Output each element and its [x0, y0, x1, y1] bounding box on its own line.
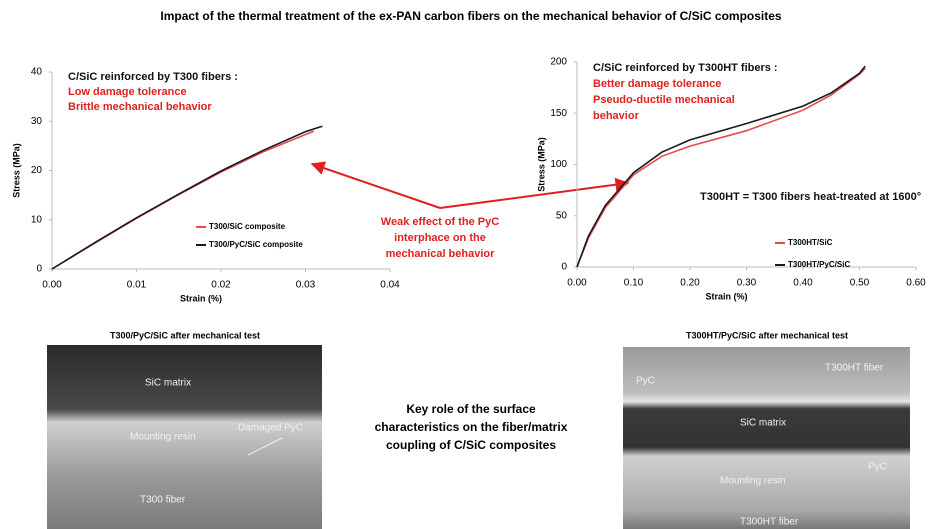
- annotation: C/SiC reinforced by T300 fibers :: [68, 71, 238, 83]
- y-tick-label: 10: [31, 214, 43, 225]
- x-tick-label: 0.50: [850, 278, 870, 289]
- image-label: Mounting resin: [720, 476, 786, 487]
- arrow: [439, 177, 630, 209]
- x-tick-label: 0.03: [296, 280, 316, 291]
- annotation: Low damage tolerance: [68, 86, 187, 98]
- legend-label: T300HT/SiC: [788, 238, 833, 247]
- center-note: mechanical behavior: [386, 248, 496, 260]
- y-tick-label: 0: [561, 262, 567, 273]
- annotation: Pseudo-ductile mechanical: [593, 94, 735, 106]
- x-tick-label: 0.00: [42, 280, 62, 291]
- pointer: [247, 437, 283, 456]
- annotation: behavior: [593, 110, 640, 122]
- x-tick-label: 0.02: [211, 280, 231, 291]
- annotation: Better damage tolerance: [593, 78, 721, 90]
- image-caption: T300HT/PyC/SiC after mechanical test: [686, 330, 848, 340]
- x-tick-label: 0.30: [737, 278, 757, 289]
- x-tick-label: 0.01: [127, 280, 147, 291]
- y-tick-label: 150: [550, 108, 567, 119]
- y-tick-label: 100: [550, 159, 567, 170]
- y-tick-label: 20: [31, 165, 43, 176]
- micrograph: [47, 345, 322, 529]
- image-label: T300HT fiber: [825, 363, 884, 374]
- slide-title: Impact of the thermal treatment of the e…: [160, 9, 782, 23]
- center-note: interphace on the: [394, 232, 486, 244]
- x-tick-label: 0.00: [567, 278, 587, 289]
- image-label: Mounting resin: [130, 432, 196, 443]
- y-axis-label: Stress (MPa): [536, 137, 546, 192]
- image-label: T300HT fiber: [740, 517, 799, 528]
- key-note: coupling of C/SiC composites: [386, 438, 556, 452]
- image-label: PyC: [636, 376, 655, 387]
- data-line: [576, 65, 866, 268]
- data-line: [576, 67, 866, 268]
- x-tick-label: 0.60: [906, 278, 926, 289]
- legend-label: T300HT/PyC/SiC: [788, 260, 850, 269]
- image-label: SiC matrix: [145, 378, 191, 389]
- x-tick-label: 0.04: [380, 280, 400, 291]
- y-tick-label: 200: [550, 57, 567, 68]
- micrograph: [623, 347, 910, 529]
- key-note: characteristics on the fiber/matrix: [375, 420, 568, 434]
- y-tick-label: 0: [36, 264, 42, 275]
- x-tick-label: 0.20: [680, 278, 700, 289]
- y-axis-label: Stress (MPa): [11, 143, 21, 198]
- key-note: Key role of the surface: [406, 402, 536, 416]
- y-tick-label: 40: [31, 67, 43, 78]
- center-note: Weak effect of the PyC: [381, 216, 499, 228]
- legend-label: T300/SiC composite: [209, 222, 286, 231]
- y-tick-label: 50: [556, 210, 568, 221]
- image-label: PyC: [868, 462, 887, 473]
- image-caption: T300/PyC/SiC after mechanical test: [110, 330, 260, 340]
- x-tick-label: 0.40: [793, 278, 813, 289]
- arrow: [310, 161, 441, 209]
- annotation: C/SiC reinforced by T300HT fibers :: [593, 62, 778, 74]
- data-line: [51, 125, 323, 270]
- legend-label: T300/PyC/SiC composite: [209, 240, 303, 249]
- image-label: T300 fiber: [140, 495, 186, 506]
- x-axis-label: Strain (%): [180, 293, 222, 303]
- x-tick-label: 0.10: [624, 278, 644, 289]
- annotation: T300HT = T300 fibers heat-treated at 160…: [700, 191, 921, 203]
- x-axis-label: Strain (%): [705, 291, 747, 301]
- y-tick-label: 30: [31, 116, 43, 127]
- annotation: Brittle mechanical behavior: [68, 101, 212, 113]
- image-label: SiC matrix: [740, 418, 786, 429]
- image-label: Damaged PyC: [238, 423, 303, 434]
